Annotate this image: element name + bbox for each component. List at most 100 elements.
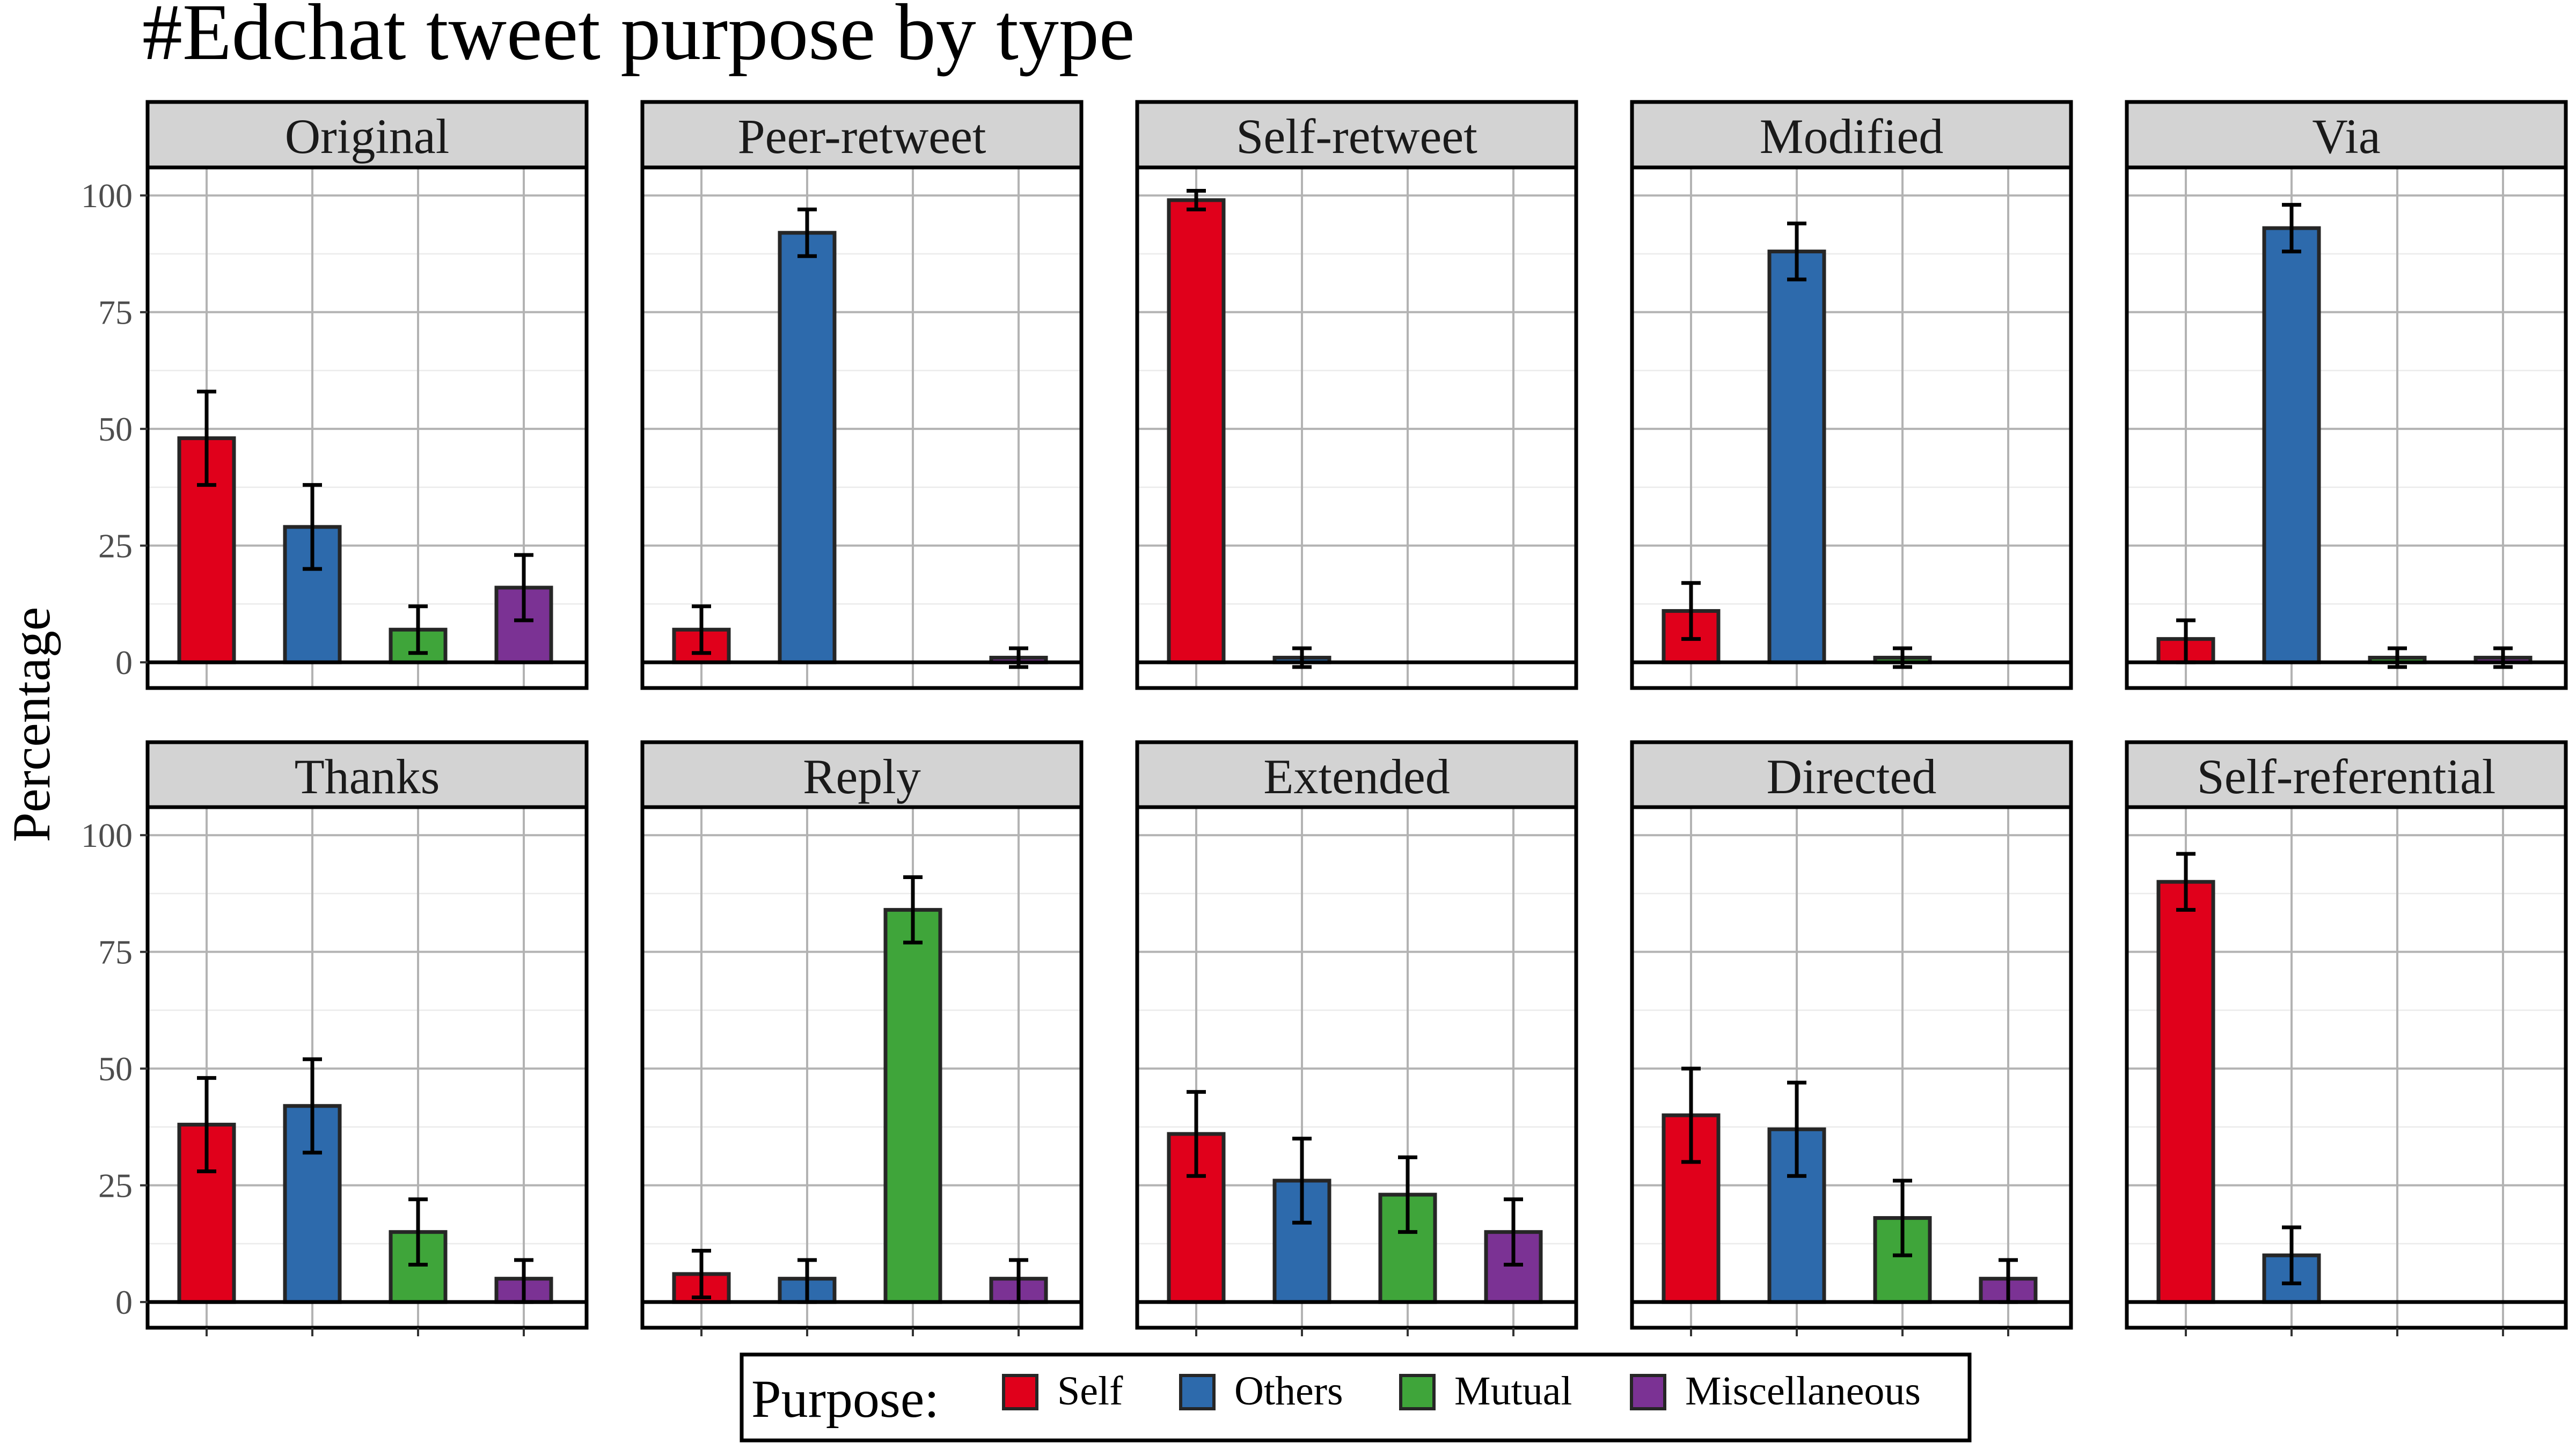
facet-strip-label: Self-retweet xyxy=(1236,109,1477,164)
error-bar-others xyxy=(797,1258,817,1304)
error-bar-miscellaneous xyxy=(1504,1197,1523,1267)
panel-border xyxy=(1630,805,2073,1330)
y-tick-label: 0 xyxy=(115,1283,133,1321)
panel-directed: Directed xyxy=(1630,740,2073,1336)
error-bar-miscellaneous xyxy=(1009,646,1028,669)
error-bar-self xyxy=(197,1076,216,1174)
error-bar-self xyxy=(197,390,216,487)
legend-label: Self xyxy=(1057,1368,1123,1414)
error-bar-others xyxy=(1292,1137,1312,1225)
error-bar-others xyxy=(303,483,322,571)
panel-border xyxy=(2125,805,2568,1330)
error-bar-mutual xyxy=(1398,1155,1417,1234)
facet-strip xyxy=(2125,740,2568,809)
error-bar-self xyxy=(692,1248,711,1299)
y-tick-label: 50 xyxy=(98,410,133,448)
facet-strip xyxy=(1135,100,1578,170)
legend-item-miscellaneous: Miscellaneous xyxy=(1630,1368,1921,1414)
legend-item-self: Self xyxy=(1002,1368,1123,1414)
error-bar-others xyxy=(303,1057,322,1155)
bar-self xyxy=(1167,198,1226,664)
y-tick-label: 100 xyxy=(81,816,133,854)
error-bar-miscellaneous xyxy=(514,553,533,623)
facet-strip-label: Via xyxy=(2312,109,2380,164)
error-bar-self xyxy=(2176,618,2196,664)
bar-others xyxy=(778,231,837,664)
error-bar-mutual xyxy=(1893,646,1912,669)
facet-panels: Original 0 25 50 75 100 Peer-retweet Self-retwe… xyxy=(81,100,2568,1336)
error-bar-self xyxy=(2176,852,2196,912)
plot-area xyxy=(642,167,1081,688)
error-bar-miscellaneous xyxy=(2493,646,2513,669)
facet-strip xyxy=(640,100,1084,170)
y-tick-label: 0 xyxy=(115,643,133,682)
facet-strip xyxy=(1135,740,1578,809)
panel-border xyxy=(640,165,1084,690)
legend-key xyxy=(1002,1374,1038,1410)
panel-border xyxy=(1135,805,1578,1330)
panel-self-referential: Self-referential xyxy=(2125,740,2568,1336)
panel-modified: Modified xyxy=(1630,100,2073,690)
bar-self xyxy=(2156,880,2215,1304)
legend-key xyxy=(1630,1374,1666,1410)
y-tick-label: 50 xyxy=(98,1050,133,1088)
panel-border xyxy=(1630,165,2073,690)
panel-border xyxy=(640,805,1084,1330)
y-tick-label: 75 xyxy=(98,933,133,971)
panel-peer-retweet: Peer-retweet xyxy=(640,100,1084,690)
error-bar-others xyxy=(1787,221,1806,282)
plot-area xyxy=(2127,167,2566,688)
bar-others xyxy=(2262,226,2321,664)
facet-strip xyxy=(2125,100,2568,170)
error-bar-self xyxy=(1681,1066,1701,1164)
bar-others xyxy=(1767,250,1826,664)
error-bar-self xyxy=(1187,188,1206,211)
error-bar-others xyxy=(2282,1225,2301,1285)
facet-strip-label: Reply xyxy=(803,749,921,804)
y-axis-label: Percentage xyxy=(2,607,61,843)
y-tick-label: 25 xyxy=(98,1167,133,1205)
legend: Purpose: Self Others Mutual Miscellaneous xyxy=(740,1352,1972,1443)
panel-extended: Extended xyxy=(1135,740,1578,1336)
legend-label: Mutual xyxy=(1454,1368,1572,1414)
y-tick-label: 25 xyxy=(98,527,133,565)
facet-strip xyxy=(640,740,1084,809)
facet-strip xyxy=(1630,100,2073,170)
error-bar-others xyxy=(2282,203,2301,254)
error-bar-self xyxy=(692,604,711,655)
facet-strip-label: Thanks xyxy=(295,749,440,804)
legend-title: Purpose: xyxy=(751,1369,939,1429)
facet-strip-label: Extended xyxy=(1263,749,1450,804)
error-bar-miscellaneous xyxy=(1999,1258,2018,1304)
panel-thanks: Thanks 0 25 50 75 100 xyxy=(81,740,589,1336)
error-bar-mutual xyxy=(1893,1179,1912,1257)
y-tick-label: 100 xyxy=(81,177,133,215)
panel-self-retweet: Self-retweet xyxy=(1135,100,1578,690)
legend-label: Miscellaneous xyxy=(1685,1368,1921,1414)
panel-reply: Reply xyxy=(640,740,1084,1336)
chart-title: #Edchat tweet purpose by type xyxy=(142,0,1135,77)
error-bar-others xyxy=(1787,1080,1806,1178)
legend-item-others: Others xyxy=(1179,1368,1343,1414)
legend-key xyxy=(1399,1374,1436,1410)
bar-mutual xyxy=(883,908,942,1304)
panel-original: Original 0 25 50 75 100 xyxy=(81,100,589,690)
error-bar-miscellaneous xyxy=(514,1258,533,1304)
panel-border xyxy=(145,805,589,1330)
legend-item-mutual: Mutual xyxy=(1399,1368,1572,1414)
y-tick-label: 75 xyxy=(98,294,133,332)
legend-label: Others xyxy=(1234,1368,1343,1414)
error-bar-mutual xyxy=(408,1197,428,1267)
facet-strip-label: Directed xyxy=(1767,749,1937,804)
panel-border xyxy=(145,165,589,690)
facet-strip-label: Original xyxy=(285,109,450,164)
facet-strip-label: Modified xyxy=(1760,109,1943,164)
error-bar-mutual xyxy=(2388,646,2407,669)
legend-box xyxy=(740,1352,1972,1443)
panel-via: Via xyxy=(2125,100,2568,690)
facet-strip xyxy=(145,740,589,809)
error-bar-self xyxy=(1187,1090,1206,1178)
error-bar-mutual xyxy=(903,875,923,945)
